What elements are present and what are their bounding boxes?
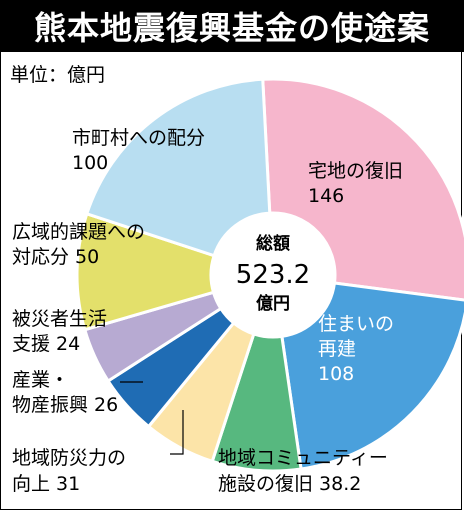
label-市町村への配分: 市町村への配分 100 [72, 127, 205, 174]
label-line: 施設の復旧 38.2 [218, 473, 361, 495]
label-line: 住まいの [318, 313, 394, 335]
label-宅地の復旧: 宅地の復旧 146 [308, 160, 403, 207]
leader-地域防災力の向上 [170, 410, 184, 455]
label-line: 再建 [318, 338, 356, 360]
label-地域コミュニティー施設の復旧: 地域コミュニティー施設の復旧 38.2 [218, 447, 388, 495]
unit-label: 単位：億円 [10, 64, 106, 86]
label-line: 市町村への配分 [72, 127, 205, 149]
slice-市町村への配分 [84, 77, 272, 258]
label-line: 向上 31 [12, 473, 80, 495]
label-line: 地域コミュニティー [218, 447, 388, 469]
label-line: 支援 24 [12, 333, 80, 355]
slice-labels: 宅地の復旧 146 住まいの再建 108 地域コミュニティー施設の復旧 38.2 地域防災… [12, 127, 403, 495]
label-被災者生活支援: 被災者生活支援 24 [12, 308, 107, 355]
label-line: 物産振興 26 [12, 394, 118, 416]
slice-広域的課題への対応分 [75, 211, 216, 332]
slice-住まいの再建 [280, 281, 464, 471]
label-line: 146 [308, 185, 344, 207]
chart-title: 熊本地震復興基金の使途案 [0, 0, 464, 52]
center-unit: 億円 [256, 293, 290, 314]
label-line: 産業・ [12, 369, 69, 391]
center-title: 総額 [256, 233, 290, 254]
label-line: 100 [72, 152, 108, 174]
slices [75, 77, 464, 473]
label-line: 宅地の復旧 [308, 160, 403, 182]
label-住まいの再建: 住まいの再建 108 [318, 313, 394, 385]
label-地域防災力の向上: 地域防災力の向上 31 [12, 447, 126, 495]
label-産業物産振興: 産業・物産振興 26 [12, 369, 118, 416]
leader-lines [120, 381, 184, 455]
label-line: 対応分 50 [12, 246, 99, 268]
label-広域的課題への対応分: 広域的課題への対応分 50 [12, 221, 145, 268]
center-total-value: 523.2 [236, 260, 310, 290]
label-line: 被災者生活 [12, 308, 107, 330]
label-line: 地域防災力の [12, 447, 126, 469]
slice-宅地の復旧 [261, 77, 464, 302]
label-line: 広域的課題への [12, 221, 145, 243]
label-line: 108 [318, 363, 354, 385]
center-total: 総額 523.2 億円 [236, 233, 310, 314]
